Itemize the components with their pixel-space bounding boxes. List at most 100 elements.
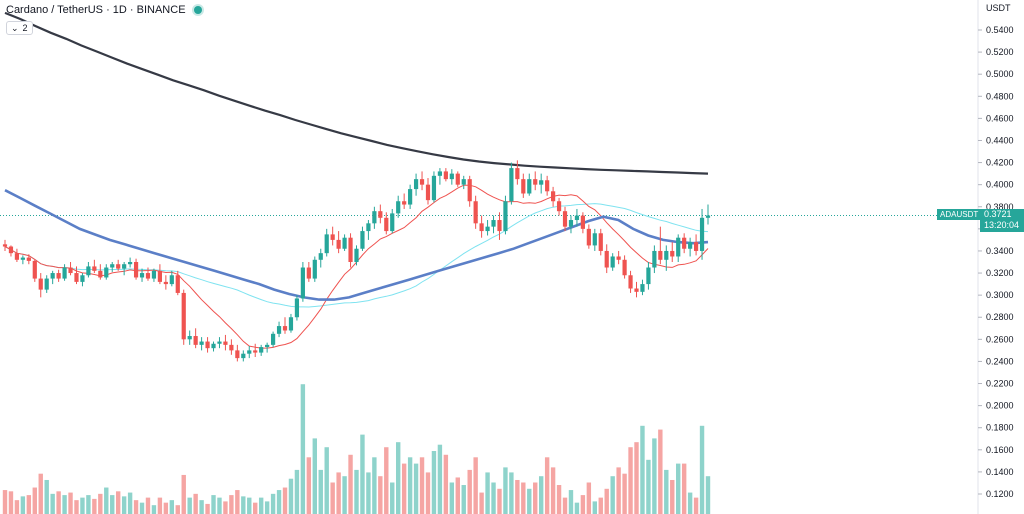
candle [533, 171, 538, 191]
volume-bar [664, 469, 669, 514]
volume-bar [550, 467, 556, 514]
volume-bar [396, 442, 401, 514]
volume-bar [181, 474, 186, 514]
y-tick-label: 0.3200 [986, 268, 1014, 278]
candle [259, 344, 264, 356]
candle [122, 262, 127, 276]
volume-bar [300, 384, 306, 514]
candle [217, 337, 222, 349]
candle-body [253, 350, 258, 353]
candle-body [556, 201, 562, 212]
y-tick-label: 0.3800 [986, 202, 1014, 212]
candle-body [241, 353, 246, 359]
candle-body [378, 211, 383, 218]
candle-body [288, 317, 294, 331]
y-tick-label: 0.3000 [986, 290, 1014, 300]
candle [26, 254, 31, 265]
volume-bar [211, 495, 216, 514]
candle [610, 253, 615, 271]
candle-body [80, 275, 85, 282]
candle [604, 244, 609, 274]
candle [151, 268, 157, 282]
volume-bar [467, 469, 472, 514]
candle [241, 350, 246, 362]
volume-bar [640, 425, 645, 514]
volume-bar [32, 487, 37, 514]
volume-bar [604, 488, 609, 514]
last-price-value: 0.3721 [984, 209, 1012, 219]
candle-body [247, 350, 252, 354]
candle [699, 208, 705, 260]
candle-body [497, 220, 502, 232]
volume-bar [145, 497, 151, 514]
y-tick-label: 0.4800 [986, 91, 1014, 101]
candle [169, 270, 174, 287]
volume-bar [687, 492, 693, 514]
y-tick-label: 0.2800 [986, 312, 1014, 322]
volume-bar [288, 478, 294, 514]
candle-body [14, 253, 20, 260]
candle [163, 275, 168, 290]
volume-bar [217, 497, 222, 514]
candle-body [610, 256, 615, 268]
candle-body [163, 281, 168, 285]
volume-bar [646, 459, 651, 514]
volume-bar [372, 457, 377, 514]
candle [384, 212, 389, 235]
volume-bar [419, 457, 425, 514]
candle-body [604, 250, 609, 268]
volume-bar [443, 454, 449, 514]
candle-body [372, 211, 377, 224]
candle [288, 313, 294, 333]
volume-bar [515, 479, 520, 514]
y-tick-label: 0.2600 [986, 334, 1014, 344]
volume-bar [223, 501, 228, 514]
candle-body [366, 223, 371, 232]
indicators-toggle-button[interactable]: ⌄ 2 [6, 21, 33, 35]
axis-unit-label[interactable]: USDT [986, 3, 1011, 13]
volume-bar [485, 472, 490, 514]
volume-bar [127, 492, 133, 514]
candle-body [509, 168, 514, 202]
candle-body [128, 262, 133, 265]
volume-bar [86, 495, 91, 514]
volume-bar [521, 482, 526, 514]
candle [574, 208, 580, 227]
y-tick-label: 0.1200 [986, 489, 1014, 499]
candle [193, 328, 198, 349]
candle [425, 178, 431, 205]
volume-bar [384, 447, 389, 514]
chart-title: Cardano / TetherUS · 1D · BINANCE [6, 4, 186, 16]
candle-body [705, 215, 711, 218]
candle [431, 171, 437, 203]
volume-bar [503, 467, 508, 514]
candle [652, 245, 657, 274]
candle [592, 228, 597, 251]
candle [247, 345, 252, 359]
volume-bar [229, 495, 234, 514]
y-tick-label: 0.2200 [986, 379, 1014, 389]
candle-body [676, 237, 681, 257]
candle-body [640, 284, 645, 292]
candle-body [235, 350, 240, 359]
candle-body [568, 220, 574, 227]
volume-bar [652, 438, 657, 514]
candle-body [443, 171, 448, 180]
volume-bar [431, 451, 437, 514]
candle-body [670, 250, 675, 257]
volume-bar [479, 492, 484, 514]
volume-bar [205, 503, 210, 514]
volume-bar [115, 491, 121, 514]
volume-bar [455, 477, 460, 514]
y-tick-label: 0.1400 [986, 467, 1014, 477]
candle-body [336, 239, 341, 249]
candle-body [693, 242, 699, 251]
candle-body [699, 217, 705, 251]
candle-body [503, 201, 508, 232]
candle [300, 262, 305, 302]
volume-bar [360, 434, 365, 514]
volume-bar [491, 482, 496, 514]
volume-bar [110, 495, 115, 514]
live-status-icon [193, 6, 202, 14]
